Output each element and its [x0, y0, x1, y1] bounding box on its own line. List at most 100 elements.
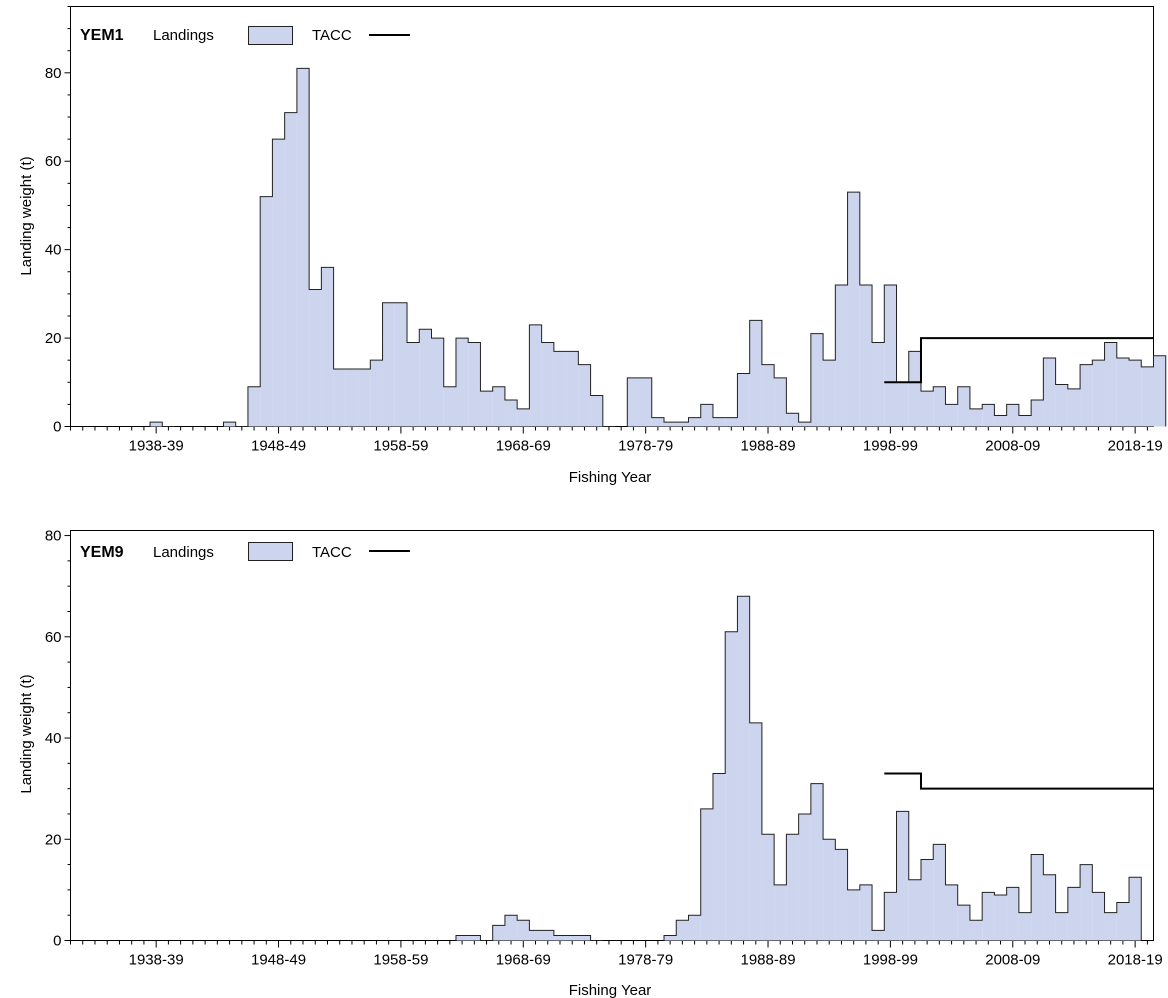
landings-bar: [761, 364, 775, 427]
landings-bar: [1067, 887, 1081, 941]
landings-bar: [333, 369, 346, 427]
landings-bar: [945, 404, 958, 427]
landings-bar: [896, 382, 909, 427]
y-tick-label: 40: [45, 242, 62, 259]
landings-bar: [247, 386, 261, 427]
legend-tacc-label: TACC: [312, 27, 352, 44]
landings-bar: [345, 369, 359, 427]
legend-landings-swatch: [248, 542, 293, 561]
legend-landings-label: Landings: [153, 27, 214, 44]
x-axis-label: Fishing Year: [569, 982, 652, 998]
landings-bar: [712, 417, 726, 427]
panel-title: YEM1: [80, 27, 124, 44]
landings-bar: [982, 404, 995, 427]
tacc-line: [884, 772, 1154, 790]
landings-bar: [933, 844, 946, 941]
landings-bar: [553, 935, 567, 941]
x-tick-label: 1938-39: [129, 438, 184, 455]
landings-bar: [994, 415, 1007, 427]
landings-bar: [786, 834, 799, 941]
plot-frame: [70, 530, 1154, 941]
landings-bar: [908, 351, 921, 427]
landings-bar: [872, 342, 885, 427]
landings-bar: [835, 849, 848, 941]
panel-title: YEM9: [80, 544, 124, 561]
x-tick-label: 1968-69: [496, 438, 551, 455]
landings-bar: [969, 408, 983, 427]
y-tick-label: 20: [45, 330, 62, 347]
landings-bar: [284, 112, 297, 427]
x-tick-label: 1988-89: [740, 952, 795, 969]
landings-bar: [1031, 854, 1044, 941]
landings-bar: [945, 884, 958, 941]
y-tick-label: 0: [53, 419, 61, 436]
landings-bar: [908, 879, 921, 941]
landings-bar: [798, 422, 811, 427]
landings-bar: [676, 920, 689, 941]
landings-bar: [920, 391, 934, 427]
landings-bar: [1043, 874, 1056, 941]
landings-bar: [664, 935, 677, 941]
landings-bar: [1153, 355, 1166, 427]
y-tick-label: 40: [45, 730, 62, 747]
landings-bar: [1067, 388, 1081, 427]
landings-bar: [419, 329, 432, 427]
y-axis-label: Landing weight (t): [18, 674, 35, 793]
x-tick-label: 2008-09: [985, 438, 1040, 455]
landings-bar: [272, 139, 285, 427]
landings-bar: [1129, 877, 1142, 941]
landings-bar: [725, 631, 738, 941]
landings-bar: [590, 395, 603, 427]
x-tick-label: 1988-89: [740, 438, 795, 455]
y-axis: 0 20 40 60 80: [45, 528, 71, 950]
landings-bar: [578, 935, 591, 941]
landings-bar: [566, 935, 579, 941]
landings-bar: [1092, 892, 1105, 941]
landings-bar: [896, 811, 909, 941]
landings-bar: [1055, 384, 1068, 427]
y-tick-label: 80: [45, 528, 62, 545]
landings-bar: [321, 267, 334, 427]
legend-landings-swatch: [248, 26, 293, 45]
landings-bar: [1116, 357, 1130, 427]
landings-bar: [1092, 360, 1105, 427]
landings-bar: [1006, 404, 1019, 427]
y-tick-label: 60: [45, 629, 62, 646]
landings-bar: [749, 320, 762, 427]
landings-bar: [957, 386, 970, 427]
x-tick-label: 1978-79: [618, 952, 673, 969]
landings-outline: [455, 595, 1142, 941]
landings-bars: [455, 596, 1142, 941]
landings-bar: [749, 722, 762, 941]
landings-bar: [957, 905, 970, 941]
landings-bar: [725, 417, 738, 427]
landings-bar: [1141, 366, 1154, 427]
landings-bar: [823, 839, 836, 941]
landings-bar: [431, 338, 444, 427]
x-tick-label: 1978-79: [618, 438, 673, 455]
landings-bar: [492, 925, 505, 941]
legend-landings-label: Landings: [153, 544, 214, 561]
landings-bar: [492, 386, 505, 427]
landings-bar: [370, 360, 383, 427]
x-tick-label: 1998-99: [863, 952, 918, 969]
landings-bar: [1080, 364, 1093, 427]
landings-bar: [1116, 902, 1130, 941]
landings-bar: [859, 285, 873, 427]
landings-bar: [835, 285, 848, 427]
landings-bar: [823, 360, 836, 427]
landings-bar: [296, 68, 310, 427]
landings-bar: [994, 894, 1007, 941]
y-axis: 0 20 40 60 80: [45, 6, 71, 436]
landings-bar: [920, 859, 934, 941]
landings-bar: [884, 285, 897, 427]
landings-bar: [529, 324, 542, 427]
landings-bar: [1055, 912, 1068, 941]
landings-bar: [578, 364, 591, 427]
landings-bar: [517, 920, 530, 941]
landings-bar: [1129, 360, 1142, 427]
landings-bar: [394, 302, 408, 427]
landings-bar: [982, 892, 995, 941]
